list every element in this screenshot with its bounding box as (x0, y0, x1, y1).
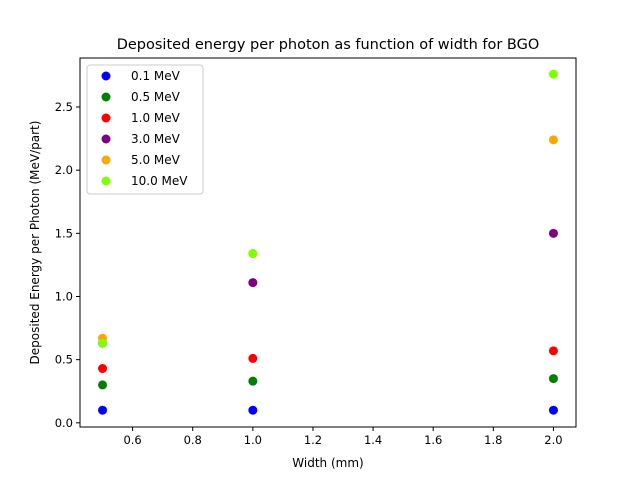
x-tick-label: 0.8 (184, 433, 202, 447)
x-tick-label: 1.2 (304, 433, 322, 447)
data-point (248, 376, 258, 386)
legend-entry: 5.0 MeV (131, 153, 181, 167)
legend-entry: 10.0 MeV (131, 174, 188, 188)
series-3 (98, 228, 558, 348)
data-point (98, 364, 108, 374)
legend-entry: 0.5 MeV (131, 90, 181, 104)
data-point (548, 69, 558, 79)
data-point (248, 249, 258, 259)
series-2 (98, 346, 558, 374)
y-tick-label: 1.0 (55, 290, 73, 304)
data-point (548, 405, 558, 415)
data-point (548, 228, 558, 238)
legend-entry: 1.0 MeV (131, 111, 181, 125)
data-point (248, 405, 258, 415)
legend-marker (101, 134, 111, 144)
x-tick-label: 1.0 (244, 433, 262, 447)
legend-marker (101, 113, 111, 123)
x-axis: 0.6 0.8 1.0 1.2 1.4 1.6 1.8 2.0 (123, 427, 563, 447)
data-point (248, 353, 258, 363)
plot-area (79, 57, 577, 428)
data-point (548, 346, 558, 356)
x-tick-label: 0.6 (123, 433, 141, 447)
y-axis: 0.0 0.5 1.0 1.5 2.0 2.5 (55, 100, 80, 430)
x-tick-label: 1.4 (364, 433, 382, 447)
legend-marker (101, 155, 111, 165)
legend-marker (101, 71, 111, 81)
y-axis-label: Deposited Energy per Photon (MeV/part) (28, 121, 42, 365)
data-point (248, 278, 258, 288)
data-point (98, 405, 108, 415)
legend-marker (101, 176, 111, 186)
data-points (98, 69, 558, 415)
series-1 (98, 374, 558, 390)
chart-title: Deposited energy per photon as function … (117, 37, 540, 53)
legend-entry: 0.1 MeV (131, 69, 181, 83)
y-tick-label: 0.0 (55, 416, 73, 430)
legend-entry: 3.0 MeV (131, 132, 181, 146)
x-tick-label: 1.8 (484, 433, 502, 447)
data-point (98, 380, 108, 390)
x-axis-label: Width (mm) (292, 456, 363, 470)
legend-box (86, 64, 204, 195)
x-tick-label: 2.0 (544, 433, 562, 447)
y-tick-label: 0.5 (55, 353, 73, 367)
series-5 (98, 69, 558, 348)
legend: 0.1 MeV 0.5 MeV 1.0 MeV 3.0 MeV 5.0 MeV 10.0 … (86, 64, 204, 195)
data-point (548, 135, 558, 145)
x-tick-label: 1.6 (424, 433, 442, 447)
data-point (98, 338, 108, 348)
series-0 (98, 405, 558, 415)
y-tick-label: 1.5 (55, 226, 73, 240)
legend-marker (101, 92, 111, 102)
y-tick-label: 2.5 (55, 100, 73, 114)
data-point (548, 374, 558, 384)
y-tick-label: 2.0 (55, 163, 73, 177)
